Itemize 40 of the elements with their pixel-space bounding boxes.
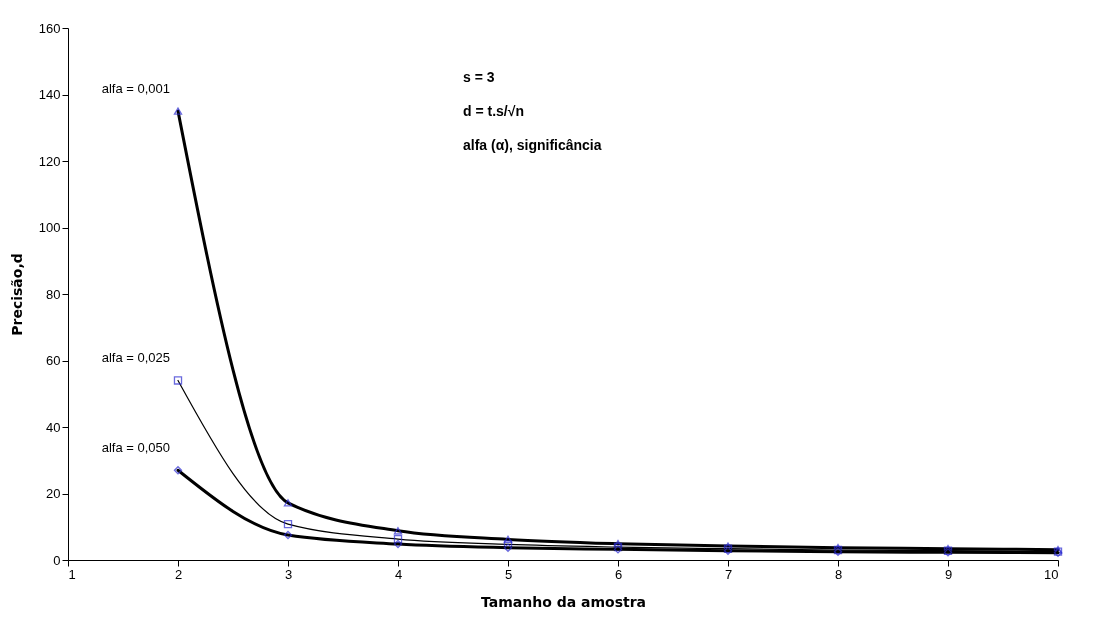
point bbox=[503, 535, 513, 544]
y-tick-label: 40 bbox=[46, 419, 61, 435]
x-axis-title: Tamanho da amostra bbox=[480, 593, 647, 610]
x-tick-label: 3 bbox=[284, 566, 293, 582]
x-tick-label: 4 bbox=[394, 566, 403, 582]
y-tick-label: 140 bbox=[38, 87, 61, 102]
x-tick-label: 6 bbox=[614, 566, 623, 582]
y-axis-title: Precisão,d bbox=[8, 253, 25, 336]
series-label: alfa = 0,025 bbox=[101, 350, 170, 366]
x-tick-label: 8 bbox=[834, 566, 843, 582]
x-tick-label: 10 bbox=[1044, 566, 1059, 582]
x-tick-label: 1 bbox=[68, 566, 76, 582]
series-label: alfa = 0,001 bbox=[101, 81, 170, 97]
annotation: d = t.s/√n bbox=[463, 103, 524, 119]
point bbox=[393, 539, 403, 549]
y-tick-label: 60 bbox=[46, 353, 61, 368]
annotation: alfa (α), significância bbox=[463, 137, 602, 153]
point bbox=[283, 499, 293, 507]
point bbox=[503, 543, 513, 552]
x-tick-label: 5 bbox=[504, 566, 513, 582]
y-tick-label: 20 bbox=[46, 486, 61, 501]
y-tick-label: 0 bbox=[53, 552, 61, 568]
point bbox=[173, 107, 183, 115]
point bbox=[393, 534, 403, 544]
series-label: alfa = 0,050 bbox=[101, 440, 170, 456]
point bbox=[393, 527, 403, 535]
annotation: s = 3 bbox=[463, 69, 495, 85]
point bbox=[283, 530, 293, 540]
point bbox=[173, 376, 183, 385]
y-tick-label: 160 bbox=[38, 20, 61, 36]
y-tick-label: 100 bbox=[38, 220, 61, 235]
y-tick-label: 80 bbox=[46, 286, 61, 302]
x-tick-label: 7 bbox=[724, 566, 733, 582]
x-tick-label: 9 bbox=[944, 566, 953, 582]
point bbox=[173, 466, 183, 475]
point bbox=[613, 540, 623, 548]
point bbox=[283, 519, 293, 529]
y-tick-label: 120 bbox=[38, 153, 61, 169]
x-tick-label: 2 bbox=[174, 566, 183, 582]
point bbox=[723, 542, 733, 550]
